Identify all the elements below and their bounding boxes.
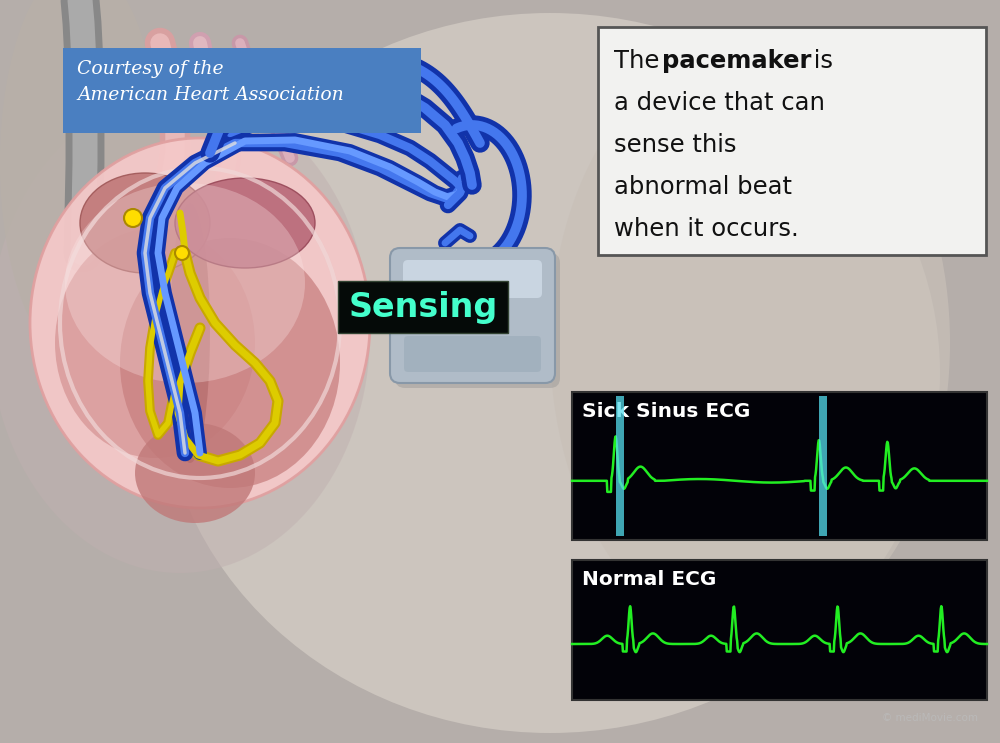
Text: Sensing: Sensing [348, 291, 498, 323]
Text: Normal ECG: Normal ECG [582, 570, 716, 589]
Ellipse shape [55, 228, 255, 458]
Circle shape [175, 246, 189, 260]
Ellipse shape [175, 178, 315, 268]
Text: Courtesy of the
American Heart Association: Courtesy of the American Heart Associati… [77, 60, 344, 104]
Bar [598, 27, 986, 255]
Ellipse shape [550, 43, 950, 643]
Ellipse shape [120, 238, 340, 488]
Ellipse shape [65, 183, 305, 383]
Bar [819, 396, 827, 536]
Text: The: The [614, 49, 667, 73]
Ellipse shape [80, 173, 210, 273]
Text: when it occurs.: when it occurs. [614, 217, 799, 241]
Ellipse shape [170, 203, 210, 463]
FancyBboxPatch shape [403, 260, 542, 298]
FancyBboxPatch shape [390, 248, 555, 383]
FancyBboxPatch shape [404, 336, 541, 372]
Bar [616, 396, 624, 536]
Text: pacemaker: pacemaker [662, 49, 811, 73]
Text: a device that can: a device that can [614, 91, 825, 115]
Bar [572, 392, 987, 540]
Text: © mediMovie.com: © mediMovie.com [882, 713, 978, 723]
Text: Sick Sinus ECG: Sick Sinus ECG [582, 402, 750, 421]
Bar [338, 281, 508, 333]
Bar [63, 48, 421, 133]
FancyBboxPatch shape [395, 253, 560, 388]
Ellipse shape [160, 13, 940, 733]
Ellipse shape [30, 138, 370, 508]
Text: sense this: sense this [614, 133, 736, 157]
Bar [572, 560, 987, 700]
Ellipse shape [135, 423, 255, 523]
Text: is: is [806, 49, 833, 73]
Circle shape [124, 209, 142, 227]
Ellipse shape [0, 93, 370, 573]
Ellipse shape [0, 0, 160, 363]
Text: abnormal beat: abnormal beat [614, 175, 792, 199]
